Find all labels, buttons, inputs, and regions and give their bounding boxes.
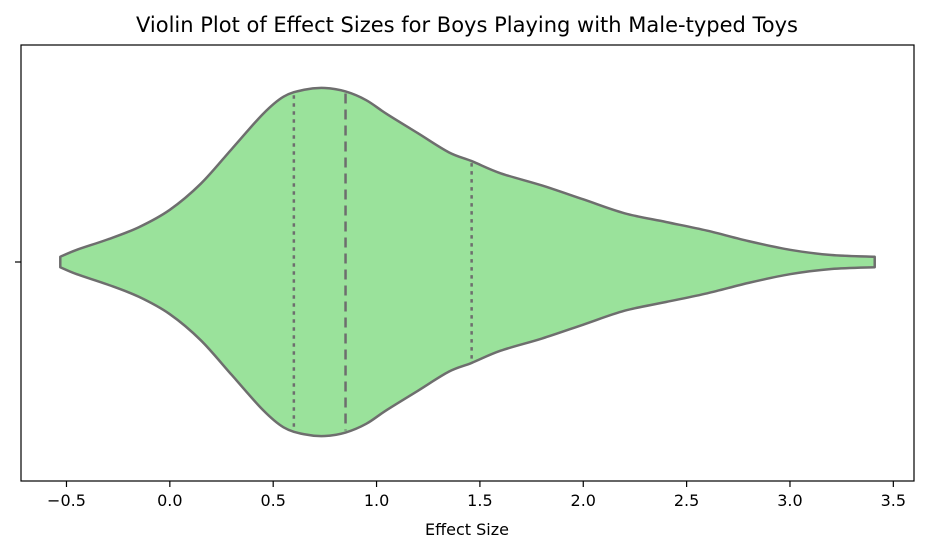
x-axis-ticks: −0.5 0.0 0.5 1.0 1.5 2.0 2.5 3.0 3.5 — [47, 481, 906, 510]
x-tick-label: 0.5 — [260, 491, 285, 510]
x-tick-label: −0.5 — [47, 491, 86, 510]
x-tick-label: 0.0 — [157, 491, 182, 510]
x-tick-label: 2.5 — [674, 491, 699, 510]
chart-title: Violin Plot of Effect Sizes for Boys Pla… — [136, 13, 798, 37]
x-tick-label: 1.0 — [364, 491, 389, 510]
violin-body — [59, 86, 876, 438]
quartile-lines — [292, 93, 473, 431]
x-tick-label: 1.5 — [467, 491, 492, 510]
plot-frame — [20, 44, 915, 482]
x-axis-label: Effect Size — [425, 520, 509, 539]
x-tick-label: 3.0 — [777, 491, 802, 510]
x-tick-label: 3.5 — [881, 491, 906, 510]
x-tick-label: 2.0 — [571, 491, 596, 510]
